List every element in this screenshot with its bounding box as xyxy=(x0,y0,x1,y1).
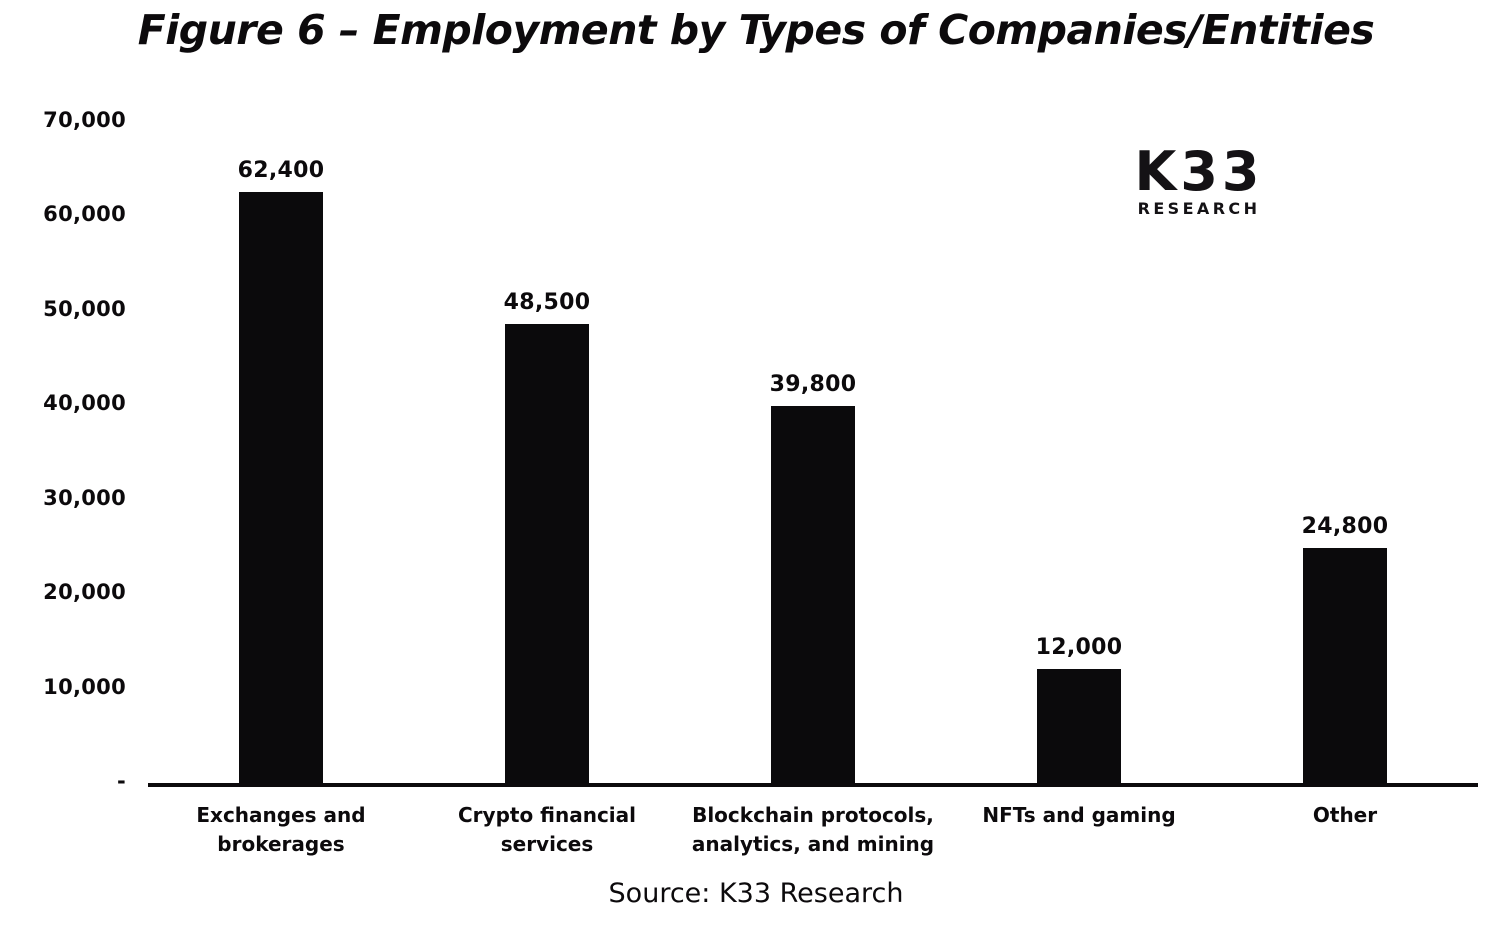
y-tick-label: 40,000 xyxy=(43,391,126,416)
bar-slot: 62,400 xyxy=(148,120,414,783)
category-label: Blockchain protocols, analytics, and min… xyxy=(691,803,935,856)
y-tick-label: - xyxy=(116,769,126,793)
y-tick-label: 10,000 xyxy=(43,674,126,699)
category-label: Other xyxy=(1312,803,1378,827)
bar-slot: 24,800 xyxy=(1212,120,1478,783)
k33-research-logo: K33 RESEARCH xyxy=(1124,140,1274,219)
bar xyxy=(771,406,855,783)
y-tick-label: 70,000 xyxy=(43,108,126,132)
bar-value-label: 62,400 xyxy=(237,157,325,183)
source-caption: Source: K33 Research xyxy=(608,878,904,909)
category-label: Crypto financial services xyxy=(457,803,637,856)
bar-value-label: 24,800 xyxy=(1301,514,1389,540)
bar xyxy=(505,323,589,783)
y-axis: 70,000 60,000 50,000 40,000 30,000 20,000 10,0… xyxy=(0,108,126,793)
bar-value-label: 12,000 xyxy=(1035,635,1123,661)
x-axis-labels: Exchanges and brokerages Crypto financial… xyxy=(148,801,1478,859)
bar-slot: 39,800 xyxy=(680,120,946,783)
k33-logo-wordmark: K33 xyxy=(1134,140,1264,203)
bar-slot: 48,500 xyxy=(414,120,680,783)
chart-title: Figure 6 – Employment by Types of Compan… xyxy=(137,6,1375,54)
bar xyxy=(239,191,323,783)
category-label: Exchanges and brokerages xyxy=(196,803,366,856)
y-tick-label: 20,000 xyxy=(43,580,126,605)
bar xyxy=(1303,548,1387,783)
category-label: NFTs and gaming xyxy=(982,803,1176,827)
y-tick-label: 30,000 xyxy=(43,485,126,510)
y-tick-label: 60,000 xyxy=(43,202,126,227)
y-tick-label: 50,000 xyxy=(43,296,126,321)
plot-area: 62,400 48,500 39,800 12,000 24,800 xyxy=(148,120,1478,783)
bar-slot: 12,000 xyxy=(946,120,1212,783)
k33-logo-research-text: RESEARCH xyxy=(1137,199,1261,219)
bar-value-label: 48,500 xyxy=(503,289,591,315)
bar xyxy=(1037,669,1121,783)
x-axis-line xyxy=(148,783,1478,787)
bar-value-label: 39,800 xyxy=(769,372,857,398)
